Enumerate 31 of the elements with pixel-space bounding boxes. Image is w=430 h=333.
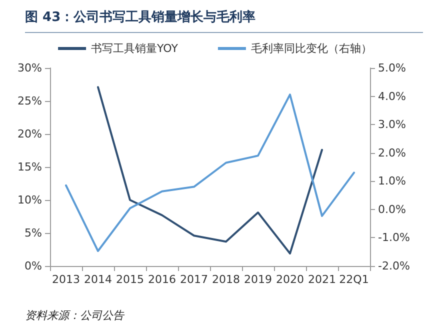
y-tick-label: 15% xyxy=(18,160,42,174)
y-tick-label: 0% xyxy=(24,260,42,272)
y2-tick-label: -1.0% xyxy=(378,231,410,244)
y2-tick-label: 1.0% xyxy=(378,174,406,188)
chart-title: 图 43：公司书写工具销量增长与毛利率 xyxy=(25,8,423,33)
x-tick-label: 2014 xyxy=(84,273,112,286)
legend-label: 毛利率同比变化（右轴） xyxy=(250,42,372,55)
y2-tick-label: 2.0% xyxy=(378,146,406,160)
x-tick-label: 2016 xyxy=(148,273,176,286)
y-tick-label: 20% xyxy=(18,128,42,140)
x-tick-label: 2021 xyxy=(308,273,336,286)
y-tick-label: 10% xyxy=(18,194,42,206)
x-tick-label: 2013 xyxy=(52,273,80,286)
text: 资料来源：公司公告 xyxy=(25,308,124,323)
x-tick-label: 2017 xyxy=(180,273,208,286)
y2-tick-label: -2.0% xyxy=(378,260,410,272)
line-series xyxy=(97,86,323,254)
y2-tick-label: 3.0% xyxy=(378,118,406,132)
x-tick-label: 22Q1 xyxy=(339,273,369,286)
y2-tick-label: 4.0% xyxy=(378,90,406,103)
legend-label: 书写工具销量YOY xyxy=(91,42,178,55)
x-tick-label: 2018 xyxy=(212,273,240,286)
x-tick-label: 2019 xyxy=(244,273,272,286)
x-tick-label: 2015 xyxy=(116,273,144,286)
y2-tick-label: 5.0% xyxy=(378,62,406,74)
y-tick-label: 5% xyxy=(24,226,42,240)
y-tick-label: 30% xyxy=(18,62,42,74)
x-tick-label: 2020 xyxy=(276,273,304,286)
y2-tick-label: 0.0% xyxy=(378,202,406,216)
line-series xyxy=(65,94,355,252)
y-tick-label: 25% xyxy=(18,94,42,108)
